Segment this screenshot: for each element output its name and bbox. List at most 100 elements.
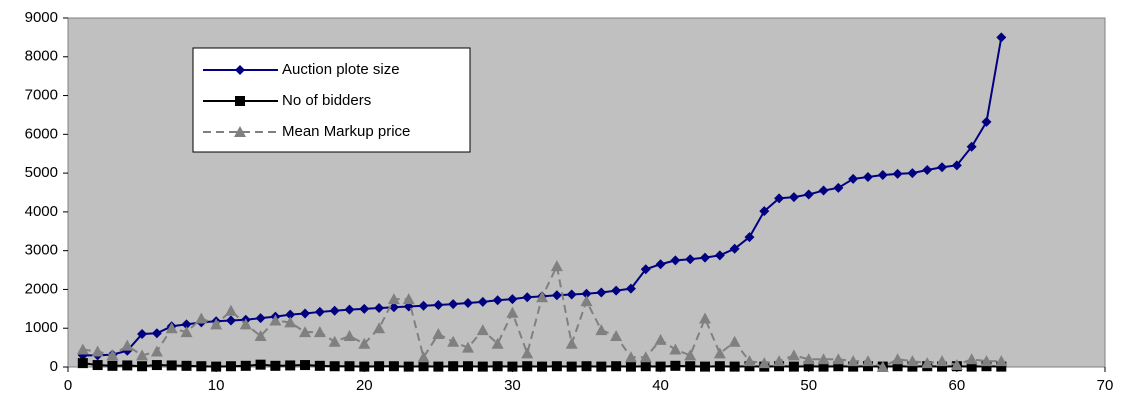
- marker: [403, 361, 414, 372]
- marker: [536, 291, 549, 303]
- marker: [981, 361, 992, 372]
- marker: [639, 351, 652, 363]
- marker: [91, 345, 104, 357]
- legend-label: No of bidders: [282, 92, 371, 109]
- marker: [624, 351, 637, 363]
- marker: [448, 361, 459, 372]
- marker: [492, 295, 503, 306]
- marker: [580, 295, 593, 307]
- marker: [892, 361, 903, 372]
- marker: [803, 189, 814, 200]
- marker: [669, 343, 682, 355]
- marker: [387, 293, 400, 305]
- marker: [388, 302, 399, 313]
- marker: [329, 361, 340, 372]
- marker: [700, 361, 711, 372]
- marker: [255, 359, 266, 370]
- marker: [254, 329, 267, 341]
- marker: [981, 116, 992, 127]
- marker: [640, 361, 651, 372]
- marker: [477, 361, 488, 372]
- marker: [417, 351, 430, 363]
- marker: [255, 313, 266, 324]
- marker: [654, 333, 667, 345]
- marker: [285, 360, 296, 371]
- marker: [418, 300, 429, 311]
- marker: [995, 355, 1008, 367]
- marker: [299, 326, 312, 338]
- marker: [181, 360, 192, 371]
- marker: [728, 335, 741, 347]
- marker: [996, 361, 1007, 372]
- marker: [966, 141, 977, 152]
- x-tick-label: 10: [208, 377, 225, 394]
- marker: [418, 361, 429, 372]
- marker: [432, 328, 445, 340]
- marker: [699, 312, 712, 324]
- marker: [937, 361, 948, 372]
- marker: [313, 326, 326, 338]
- marker: [448, 299, 459, 310]
- marker: [492, 361, 503, 372]
- marker: [328, 335, 341, 347]
- marker: [122, 360, 133, 371]
- x-tick-label: 40: [652, 377, 669, 394]
- marker: [611, 361, 622, 372]
- marker: [685, 361, 696, 372]
- marker: [611, 285, 622, 296]
- marker: [788, 361, 799, 372]
- marker: [773, 355, 786, 367]
- marker: [951, 160, 962, 171]
- marker: [225, 315, 236, 326]
- marker: [565, 337, 578, 349]
- marker: [833, 361, 844, 372]
- marker: [996, 32, 1007, 43]
- marker: [225, 361, 236, 372]
- y-tick-label: 0: [50, 358, 58, 375]
- marker: [921, 357, 934, 369]
- marker: [239, 318, 252, 330]
- marker: [537, 361, 548, 372]
- marker: [758, 357, 771, 369]
- x-tick-label: 70: [1097, 377, 1114, 394]
- marker: [151, 328, 162, 339]
- marker: [151, 360, 162, 371]
- y-tick-label: 9000: [25, 9, 58, 26]
- marker: [729, 243, 740, 254]
- marker: [684, 349, 697, 361]
- marker: [388, 361, 399, 372]
- marker: [743, 355, 756, 367]
- marker: [980, 355, 993, 367]
- marker: [235, 96, 245, 106]
- marker: [862, 171, 873, 182]
- marker: [655, 259, 666, 270]
- marker: [803, 361, 814, 372]
- marker: [788, 192, 799, 203]
- marker: [358, 337, 371, 349]
- marker: [507, 294, 518, 305]
- marker: [596, 361, 607, 372]
- marker: [774, 361, 785, 372]
- marker: [314, 306, 325, 317]
- marker: [950, 359, 963, 371]
- marker: [447, 335, 460, 347]
- marker: [150, 345, 163, 357]
- marker: [374, 361, 385, 372]
- marker: [462, 298, 473, 309]
- marker: [640, 264, 651, 275]
- legend-label: Auction plote size: [282, 61, 400, 78]
- marker: [462, 361, 473, 372]
- marker: [522, 361, 533, 372]
- marker: [713, 347, 726, 359]
- marker: [195, 312, 208, 324]
- marker: [476, 324, 489, 336]
- marker: [234, 126, 246, 137]
- marker: [876, 361, 889, 372]
- marker: [744, 361, 755, 372]
- marker: [270, 360, 281, 371]
- marker: [359, 303, 370, 314]
- marker: [907, 361, 918, 372]
- marker: [744, 232, 755, 243]
- marker: [818, 361, 829, 372]
